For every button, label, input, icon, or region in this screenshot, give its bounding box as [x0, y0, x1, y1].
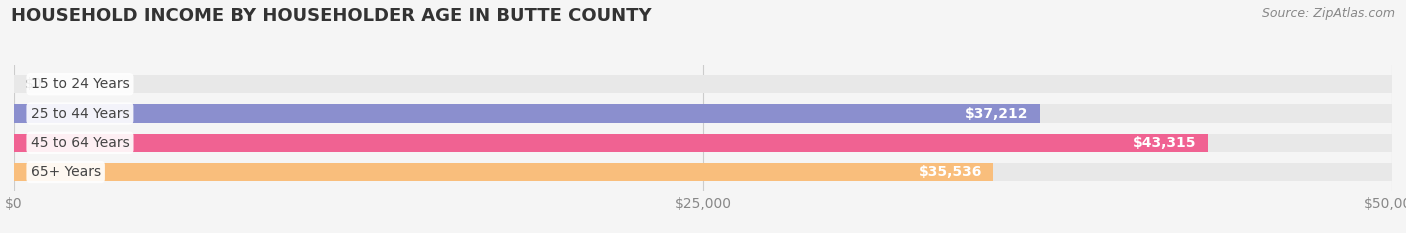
Bar — [14, 134, 1208, 152]
Text: Source: ZipAtlas.com: Source: ZipAtlas.com — [1261, 7, 1395, 20]
Text: 15 to 24 Years: 15 to 24 Years — [31, 77, 129, 91]
Bar — [14, 104, 1039, 123]
Text: HOUSEHOLD INCOME BY HOUSEHOLDER AGE IN BUTTE COUNTY: HOUSEHOLD INCOME BY HOUSEHOLDER AGE IN B… — [11, 7, 652, 25]
Bar — [14, 163, 994, 181]
Text: $43,315: $43,315 — [1133, 136, 1197, 150]
Text: 65+ Years: 65+ Years — [31, 165, 101, 179]
Text: $37,212: $37,212 — [965, 106, 1029, 120]
Bar — [14, 134, 1392, 152]
Text: 25 to 44 Years: 25 to 44 Years — [31, 106, 129, 120]
Text: 45 to 64 Years: 45 to 64 Years — [31, 136, 129, 150]
Text: $0: $0 — [25, 77, 42, 91]
Bar — [14, 75, 1392, 93]
Bar — [14, 163, 1392, 181]
Bar — [14, 104, 1392, 123]
Text: $35,536: $35,536 — [920, 165, 983, 179]
